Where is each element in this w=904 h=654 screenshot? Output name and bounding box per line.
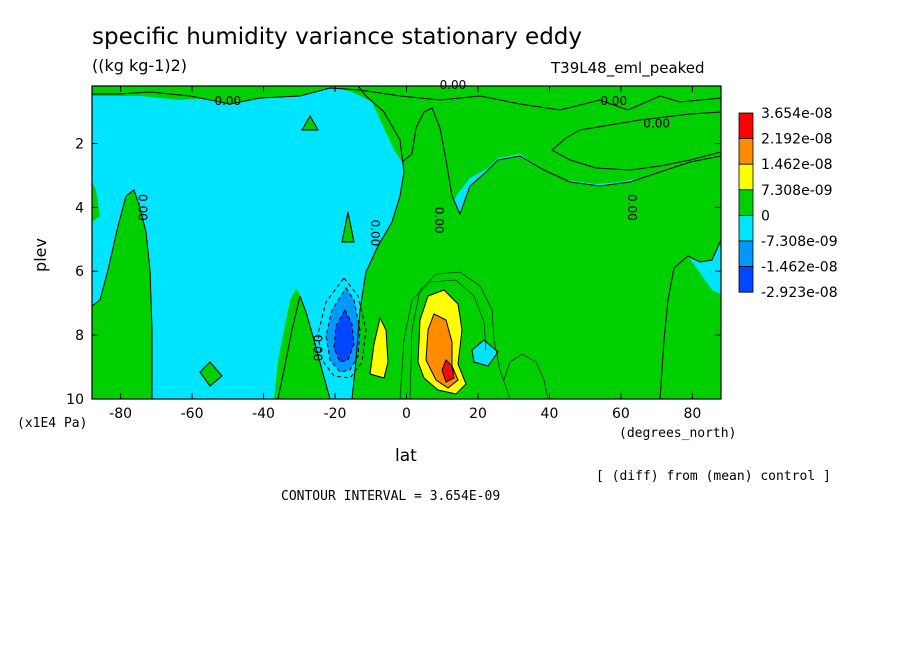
contour-label: 0.00 (440, 78, 467, 92)
x-tick-label: 60 (612, 406, 630, 422)
contour-line-island-1 (341, 211, 355, 243)
fill-green-central-tongue (278, 296, 330, 399)
contour-line-thin-right (503, 353, 549, 399)
y-axis: 2 4 6 8 10 (66, 136, 721, 408)
negative-contour-middle (325, 287, 361, 373)
y-tick-label: 4 (75, 200, 84, 216)
x-tick-label: -80 (109, 406, 132, 422)
colorbar-label: 3.654e-08 (761, 106, 833, 122)
fill-green-island-1 (342, 212, 354, 242)
contour-line-top (92, 87, 721, 111)
colorbar-label: 0 (761, 208, 770, 224)
colorbar-swatch (738, 163, 754, 191)
contour-label: 0.00 (214, 94, 241, 108)
contour-line-column (351, 86, 405, 399)
contour-label: 0.00 (600, 94, 627, 108)
x-tick-label: 20 (469, 406, 487, 422)
contour-label: 0.00 (643, 117, 670, 131)
colorbar-swatch (738, 214, 754, 242)
fill-green-top-band (92, 86, 721, 110)
y-axis-units: (x1E4 Pa) (17, 416, 88, 431)
y-tick-label: 2 (75, 136, 84, 152)
x-tick-label: -20 (324, 406, 347, 422)
contour-line-yellow-left (369, 316, 389, 379)
fill-deep-blue-core (334, 310, 354, 362)
colorbar-label: 2.192e-08 (761, 132, 833, 148)
fill-green-left-tongue (92, 182, 152, 399)
contour-label: 0.00 (368, 220, 382, 247)
contour-line-thin-outer (409, 271, 511, 399)
fill-green-top-right (552, 112, 721, 170)
colorbar-swatch (738, 189, 754, 216)
case-name: T39L48_eml_peaked (551, 59, 705, 77)
contour-line-top-right (551, 111, 721, 171)
chart-title: specific humidity variance stationary ed… (92, 24, 583, 50)
colorbar-legend: 3.654e-08 2.192e-08 1.462e-08 7.308e-09 0 -7.… (738, 106, 838, 301)
contour-label: 0.00 (311, 335, 325, 362)
contour-label: 0.00 (135, 194, 149, 221)
x-tick-label: 40 (541, 406, 559, 422)
contour-line-island-2 (199, 361, 223, 387)
colorbar-label: -2.923e-08 (761, 285, 838, 301)
x-tick-label: 0 (402, 406, 411, 422)
contour-line-left (92, 189, 153, 399)
chart-units: ((kg kg-1)2) (92, 56, 188, 75)
negative-contour-lines (317, 277, 367, 379)
contour-line-pocket (471, 339, 499, 367)
y-tick-label: 10 (66, 392, 84, 408)
contour-line-island-3 (301, 114, 319, 131)
colorbar-label: -7.308e-09 (761, 234, 838, 250)
colorbar-swatch (738, 138, 754, 165)
filled-contours (92, 86, 721, 399)
colorbar-label: -1.462e-08 (761, 260, 838, 276)
contour-line-thin-inner (399, 279, 487, 399)
colorbar-swatch (738, 266, 754, 293)
contour-line-right-column (659, 239, 721, 399)
contour-interval-note: CONTOUR INTERVAL = 3.654E-09 (281, 489, 501, 504)
x-axis-units: (degrees_north) (619, 426, 737, 441)
colorbar-label: 7.308e-09 (761, 183, 833, 199)
colorbar-swatch (738, 240, 754, 268)
negative-contour-inner (333, 308, 355, 363)
colorbar-label: 1.462e-08 (761, 157, 833, 173)
contour-line-central-tongue (277, 295, 331, 399)
fill-yellow-left (370, 318, 388, 378)
contour-line-yellow-main (417, 289, 467, 395)
y-tick-label: 8 (75, 328, 84, 344)
contour-label: 0.00 (625, 194, 639, 221)
contour-label: 0.00 (432, 207, 446, 234)
fill-green-island-3 (302, 116, 318, 130)
contour-lines (92, 86, 721, 399)
colorbar-swatch (738, 112, 754, 140)
contour-line-orange (425, 313, 459, 389)
x-axis: -80 -60 -40 -20 0 20 40 60 80 (109, 86, 701, 422)
x-tick-label: -40 (252, 406, 275, 422)
contour-line-upper (401, 107, 721, 216)
x-tick-label: 80 (683, 406, 701, 422)
contour-labels: 0.00 0.00 0.00 0.00 0.00 0.00 0.00 0.00 0.00 (135, 78, 670, 361)
contour-line-red (441, 359, 455, 383)
x-tick-label: -60 (181, 406, 204, 422)
x-axis-label: lat (395, 446, 417, 466)
y-tick-label: 6 (75, 264, 84, 280)
diff-note: [ (diff) from (mean) control ] (596, 469, 831, 484)
